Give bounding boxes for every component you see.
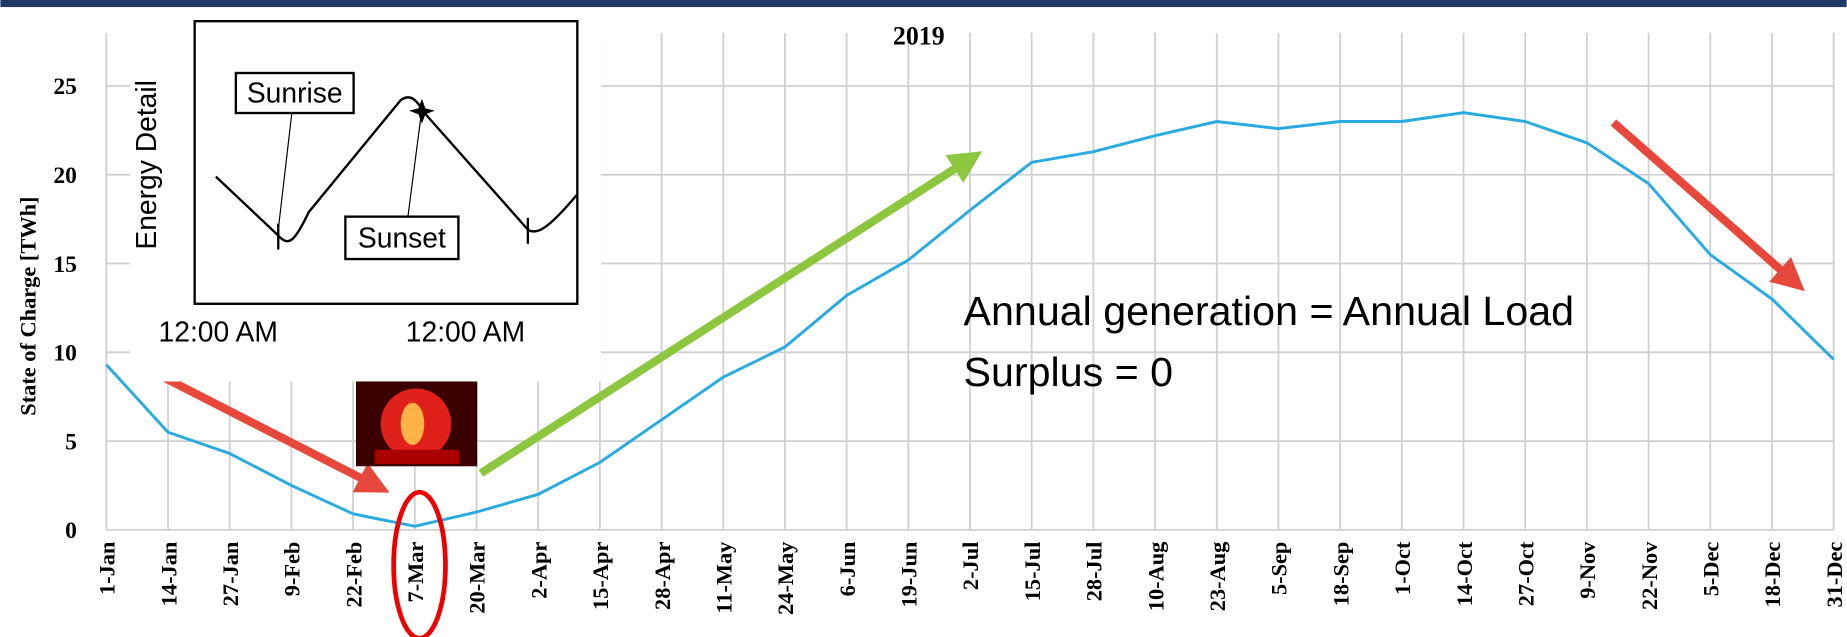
x-tick-label: 9-Feb	[280, 542, 305, 597]
x-tick-label: 11-May	[711, 542, 736, 614]
x-tick-label: 15-Jul	[1020, 542, 1045, 602]
chart: 0 5 10 15 20 25 1-Jan 14-Jan 27-Jan 9-Feb 22-Feb 7-…	[0, 0, 1847, 637]
x-tick-label: 5-Sep	[1267, 542, 1292, 595]
inset: Sunrise Sunset Energy Detail 12:00 AM 12…	[130, 14, 601, 381]
x-tick-label: 28-Apr	[650, 542, 675, 610]
x-tick-label: 15-Apr	[588, 542, 613, 610]
chart-title: 2019	[893, 22, 945, 51]
x-tick-label: 14-Jan	[156, 541, 181, 606]
y-tick-label: 15	[53, 252, 77, 278]
x-tick-label: 7-Mar	[403, 542, 428, 603]
x-tick-label: 22-Nov	[1637, 541, 1662, 610]
x-tick-label: 1-Oct	[1390, 541, 1415, 595]
y-axis-label: State of Charge [TWh]	[16, 197, 41, 416]
x-tick-label: 5-Dec	[1699, 542, 1724, 597]
x-tick-label: 24-May	[773, 542, 798, 615]
annotation: Annual generation = Annual Load	[964, 288, 1575, 334]
y-tick-label: 25	[53, 74, 77, 100]
x-tick-label: 6-Jun	[835, 541, 860, 596]
x-tick-label: 27-Jan	[218, 541, 243, 606]
x-tick-label: 18-Sep	[1328, 542, 1353, 607]
y-tick-label: 5	[65, 429, 77, 455]
alarm-image	[356, 374, 477, 466]
inset-label: Sunrise	[247, 76, 343, 108]
x-tick-label: 19-Jun	[897, 541, 922, 607]
x-tick-label: 27-Oct	[1513, 541, 1538, 606]
inset-x-tick-label: 12:00 AM	[406, 315, 525, 347]
x-tick-label: 23-Aug	[1205, 542, 1230, 612]
arrow	[146, 369, 374, 486]
x-tick-label: 1-Jan	[95, 541, 120, 595]
inset-y-label: Energy Detail	[130, 80, 162, 250]
top-bar	[0, 0, 1846, 7]
inset-x-tick-label: 12:00 AM	[159, 315, 278, 347]
y-tick-label: 0	[65, 518, 77, 544]
y-tick-label: 10	[53, 341, 77, 367]
x-tick-label: 9-Nov	[1575, 541, 1600, 599]
x-tick-label: 22-Feb	[341, 542, 366, 608]
page: {"chart_data": {"type": "line", "title":…	[0, 0, 1847, 637]
x-tick-label: 2-Jul	[958, 542, 983, 590]
inset-label: Sunset	[358, 221, 446, 253]
arrow	[1613, 122, 1792, 280]
x-tick-label: 14-Oct	[1452, 541, 1477, 606]
y-tick-label: 20	[53, 163, 77, 189]
annotation: Surplus = 0	[964, 349, 1174, 395]
x-tick-label: 18-Dec	[1760, 542, 1785, 608]
x-tick-label: 31-Dec	[1822, 542, 1847, 608]
x-tick-label: 10-Aug	[1143, 542, 1168, 612]
x-tick-label: 2-Apr	[526, 542, 551, 599]
x-tick-label: 20-Mar	[465, 542, 490, 614]
x-tick-label: 28-Jul	[1082, 542, 1107, 602]
